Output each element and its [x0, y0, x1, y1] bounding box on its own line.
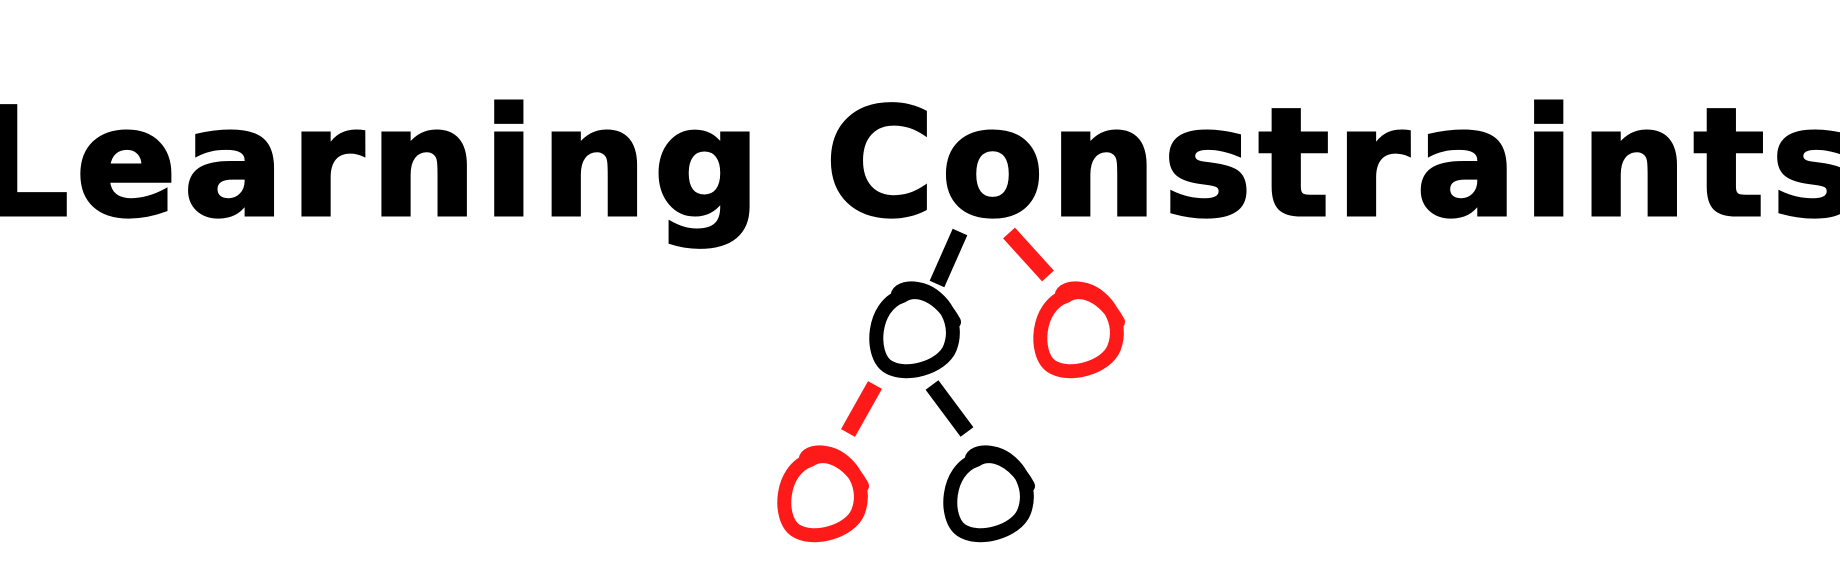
tree-node-right: [1033, 281, 1125, 379]
tree-node-bottom-left: [777, 445, 869, 543]
tree-node-bottom-right: [943, 445, 1035, 543]
edge-root-left: [929, 228, 968, 288]
edge-left-bottomright: [925, 380, 974, 437]
logo-title: Learning Constraints: [0, 77, 1840, 251]
tree-edges: [841, 227, 1054, 437]
edge-left-bottomleft: [841, 381, 882, 437]
edge-root-right: [1003, 227, 1054, 282]
tree-node-left: [869, 281, 961, 379]
